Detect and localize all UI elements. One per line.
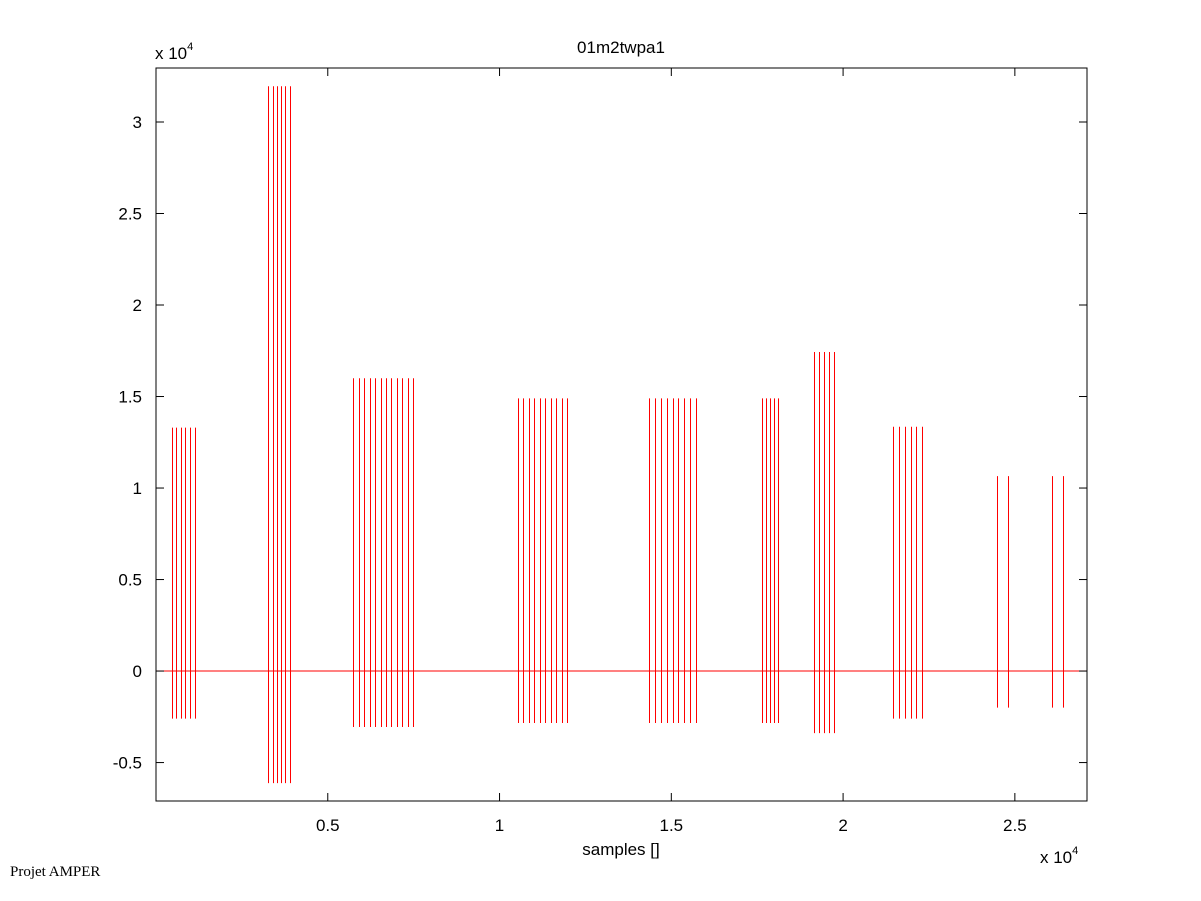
x-tick-label: 1 (495, 816, 504, 835)
y-tick-label: -0.5 (113, 754, 142, 773)
y-tick-label: 2 (133, 296, 142, 315)
y-tick-label: 2.5 (118, 205, 142, 224)
x-multiplier-exp: 4 (1072, 845, 1078, 857)
x-multiplier-base: x 10 (1040, 848, 1072, 867)
footer-credit: Projet AMPER (10, 864, 101, 880)
y-multiplier: x 104 (155, 41, 193, 63)
y-multiplier-base: x 10 (155, 44, 187, 63)
y-tick-label: 1 (133, 479, 142, 498)
plot-marks (156, 86, 1087, 784)
x-tick-label: 2.5 (1003, 816, 1027, 835)
y-tick-label: 0 (133, 662, 142, 681)
x-axis-label: samples [] (582, 840, 659, 859)
plot-area-frame (155, 67, 1088, 802)
x-tick-label: 2 (838, 816, 847, 835)
chart-title: 01m2twpa1 (577, 38, 665, 57)
x-tick-label: 0.5 (316, 816, 340, 835)
x-tick-label: 1.5 (659, 816, 683, 835)
y-tick-label: 3 (133, 113, 142, 132)
axis-ticks: 0.5 1 1.5 2 2.5 -0.5 0 0.5 1 1.5 2 2.5 3 (113, 68, 1087, 835)
y-multiplier-exp: 4 (187, 41, 193, 53)
y-tick-label: 1.5 (118, 388, 142, 407)
x-multiplier: x 104 (1040, 845, 1078, 867)
y-tick-label: 0.5 (118, 571, 142, 590)
